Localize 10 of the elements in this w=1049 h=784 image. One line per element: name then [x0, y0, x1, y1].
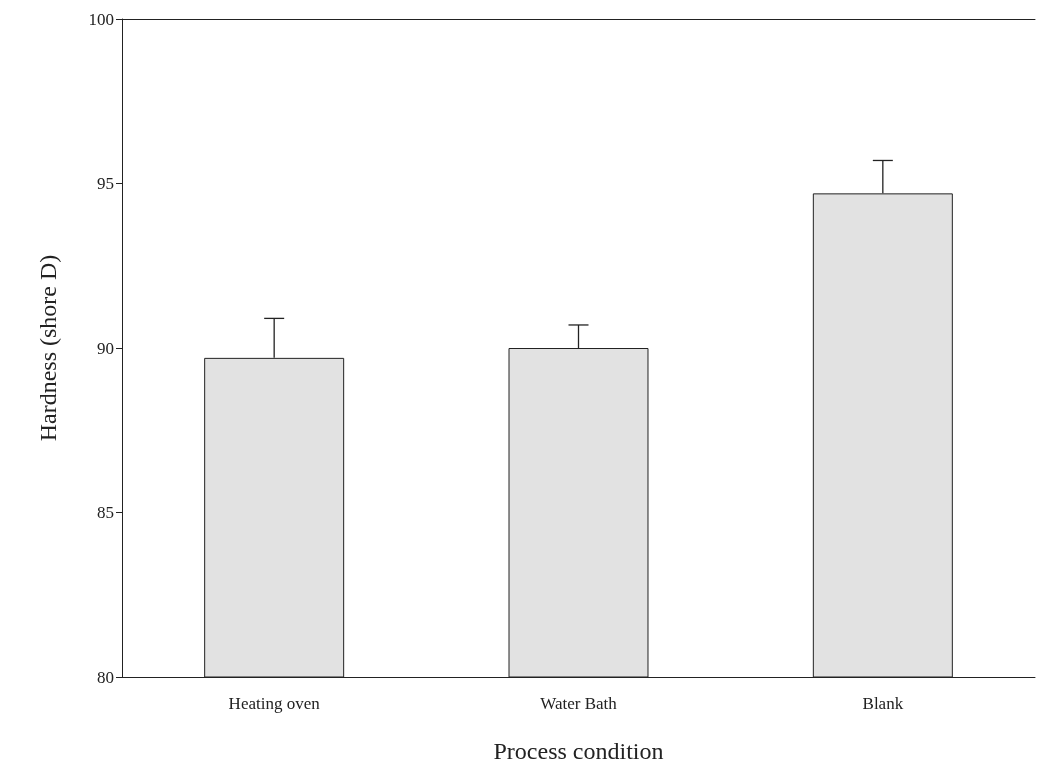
y-tick-label: 95	[97, 174, 114, 193]
y-tick-label: 80	[97, 667, 114, 687]
y-tick-label: 85	[97, 503, 114, 522]
x-tick-label: Heating oven	[228, 694, 321, 713]
y-tick-label: 100	[88, 9, 114, 29]
x-axis-title: Process condition	[493, 738, 664, 764]
x-tick-label: Water Bath	[540, 694, 618, 713]
y-axis-title: Hardness (shore D)	[35, 254, 61, 442]
y-tick-label: 90	[97, 338, 114, 358]
x-tick-label: Blank	[862, 694, 904, 713]
